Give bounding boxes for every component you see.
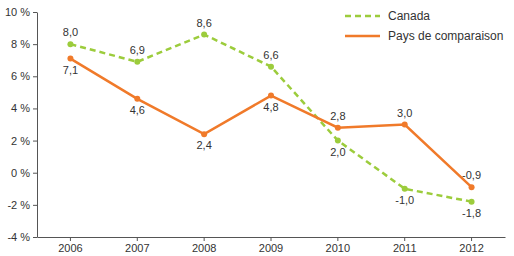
series-line xyxy=(70,35,471,202)
series-point xyxy=(201,32,207,38)
legend-swatch xyxy=(345,35,380,38)
x-tick-label: 2006 xyxy=(58,242,82,254)
plot-area xyxy=(67,32,474,205)
y-tick: 2 % xyxy=(11,135,37,147)
x-axis: 2006 2007 2008 2009 2010 2011 2012 xyxy=(38,237,506,254)
legend: Canada Pays de comparaison xyxy=(345,9,503,43)
x-tick: 2011 xyxy=(393,237,417,254)
series-point xyxy=(268,93,274,99)
y-tick-mark xyxy=(33,108,37,109)
series-point xyxy=(268,64,274,70)
data-label: 8,0 xyxy=(63,26,78,38)
x-tick-label: 2008 xyxy=(192,242,216,254)
data-label: -1,0 xyxy=(395,194,414,206)
y-tick-mark xyxy=(33,76,37,77)
y-tick-label: -4 % xyxy=(7,231,30,243)
series-point xyxy=(134,96,140,102)
x-tick: 2012 xyxy=(459,237,483,254)
y-axis-line xyxy=(37,13,38,238)
x-tick-mark xyxy=(271,237,272,241)
y-tick-label: -2 % xyxy=(7,199,30,211)
chart: -4 %-2 %0 %2 %4 %6 %8 %10 %2006200720082… xyxy=(0,0,514,256)
y-tick: 4 % xyxy=(11,102,37,114)
series-point xyxy=(402,186,408,192)
x-tick: 2008 xyxy=(192,237,216,254)
y-tick: 6 % xyxy=(11,70,37,82)
x-tick-label: 2010 xyxy=(326,242,350,254)
y-tick-mark xyxy=(33,141,37,142)
y-tick-mark xyxy=(33,173,37,174)
y-tick: -4 % xyxy=(7,231,37,243)
y-tick-mark xyxy=(33,12,37,13)
x-tick-label: 2011 xyxy=(393,242,417,254)
y-tick-label: 8 % xyxy=(11,38,30,50)
data-label: -0,9 xyxy=(462,169,481,181)
series-point xyxy=(402,122,408,128)
data-labels: 8,0 6,9 8,6 6,6 2,0 -1,0 -1,8 7,1 4,6 2,4 4,8 2,8 3,… xyxy=(63,17,481,219)
series-point xyxy=(335,138,341,144)
data-label: 2,4 xyxy=(196,139,211,151)
x-tick: 2009 xyxy=(259,237,283,254)
y-tick-mark xyxy=(33,205,37,206)
legend-swatch xyxy=(345,15,380,18)
data-label: 3,0 xyxy=(397,107,412,119)
series-point xyxy=(335,125,341,131)
data-label: 2,8 xyxy=(330,110,345,122)
data-label: 2,0 xyxy=(330,146,345,158)
series-point xyxy=(201,131,207,137)
y-tick-mark xyxy=(33,237,37,238)
series-point xyxy=(469,184,475,190)
y-tick: 10 % xyxy=(5,6,37,18)
y-tick-label: 10 % xyxy=(5,6,30,18)
x-tick-mark xyxy=(137,237,138,241)
x-tick-mark xyxy=(404,237,405,241)
x-tick: 2006 xyxy=(58,237,82,254)
data-label: 4,8 xyxy=(263,101,278,113)
data-label: 8,6 xyxy=(196,17,211,29)
y-tick: -2 % xyxy=(7,199,37,211)
series-point xyxy=(469,199,475,205)
series-point xyxy=(67,41,73,47)
x-tick-mark xyxy=(471,237,472,241)
legend-label: Pays de comparaison xyxy=(388,29,503,43)
y-tick-label: 2 % xyxy=(11,135,30,147)
data-label: -1,8 xyxy=(462,207,481,219)
x-tick: 2010 xyxy=(326,237,350,254)
y-tick-label: 6 % xyxy=(11,70,30,82)
y-tick: 8 % xyxy=(11,38,37,50)
y-tick-label: 4 % xyxy=(11,102,30,114)
data-label: 7,1 xyxy=(63,64,78,76)
x-tick: 2007 xyxy=(125,237,149,254)
series-point xyxy=(134,59,140,65)
series-point xyxy=(67,56,73,62)
data-label: 4,6 xyxy=(130,104,145,116)
y-axis: -4 % -2 % 0 % 2 % 4 % 6 % 8 % 10 % xyxy=(5,6,38,243)
x-tick-mark xyxy=(337,237,338,241)
x-tick-mark xyxy=(204,237,205,241)
x-tick-label: 2012 xyxy=(459,242,483,254)
x-tick-label: 2009 xyxy=(259,242,283,254)
y-tick: 0 % xyxy=(11,167,37,179)
data-label: 6,9 xyxy=(130,44,145,56)
y-tick-label: 0 % xyxy=(11,167,30,179)
data-label: 6,6 xyxy=(263,49,278,61)
series-line xyxy=(70,59,471,188)
y-tick-mark xyxy=(33,44,37,45)
legend-label: Canada xyxy=(388,9,430,23)
x-tick-mark xyxy=(70,237,71,241)
x-tick-label: 2007 xyxy=(125,242,149,254)
